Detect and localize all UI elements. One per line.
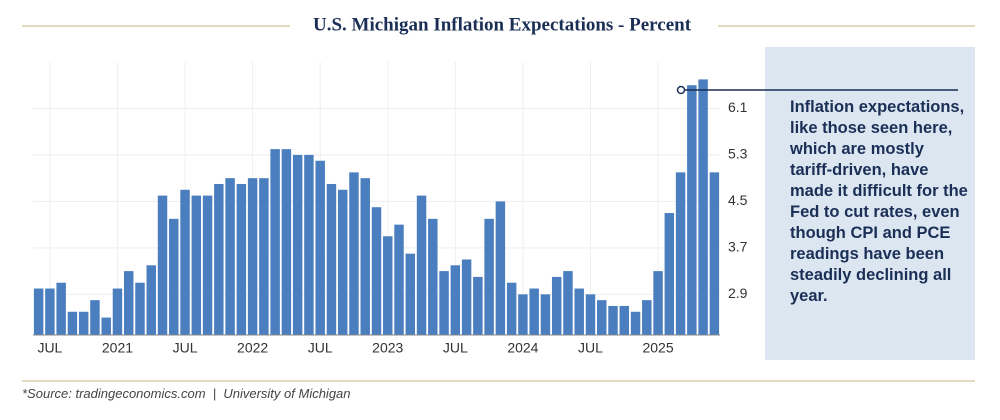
bar <box>461 259 472 335</box>
bar <box>90 300 100 335</box>
y-tick-label: 3.7 <box>728 239 748 255</box>
x-tick-label: 2025 <box>642 340 673 356</box>
bar <box>371 207 382 335</box>
y-tick-label: 2.9 <box>728 285 748 301</box>
bar <box>551 276 562 335</box>
bar <box>281 149 292 335</box>
bar <box>191 195 202 335</box>
x-tick-label: JUL <box>173 340 198 356</box>
bar <box>653 271 663 335</box>
x-tick-label: 2022 <box>237 340 268 356</box>
bar <box>169 218 179 335</box>
bar <box>675 172 686 335</box>
bar <box>45 288 55 335</box>
bar <box>619 305 630 335</box>
bar <box>135 282 145 335</box>
bar <box>56 282 66 335</box>
bar <box>450 265 461 335</box>
bar <box>709 172 720 335</box>
bar <box>642 300 652 335</box>
bar <box>247 178 258 335</box>
y-tick-label: 6.1 <box>728 99 748 115</box>
bar <box>225 178 235 335</box>
x-tick-label: JUL <box>308 340 333 356</box>
x-tick-label: 2021 <box>102 340 133 356</box>
bar <box>292 154 303 335</box>
y-tick-label: 5.3 <box>728 146 748 162</box>
bar <box>394 224 404 335</box>
x-tick-label: 2024 <box>507 340 538 356</box>
bar <box>664 213 675 335</box>
bar <box>360 178 370 335</box>
chart-title: U.S. Michigan Inflation Expectations - P… <box>313 14 692 35</box>
bar <box>698 79 708 335</box>
bar <box>349 172 359 335</box>
bar <box>630 311 641 335</box>
bar <box>304 154 314 335</box>
bar <box>326 183 337 335</box>
annotation-marker <box>676 85 686 95</box>
bar <box>518 294 528 335</box>
bar <box>236 183 247 335</box>
x-tick-label: 2023 <box>372 340 403 356</box>
bar <box>540 294 551 335</box>
bar <box>416 195 427 335</box>
bar <box>405 253 416 335</box>
bar <box>157 195 168 335</box>
bar <box>383 236 393 335</box>
bar <box>574 288 584 335</box>
bar <box>146 265 156 335</box>
bar <box>608 305 618 335</box>
bar <box>202 195 213 335</box>
bar <box>687 85 697 335</box>
bar <box>112 288 123 335</box>
bar <box>506 282 517 335</box>
bar <box>597 300 607 335</box>
x-tick-label: JUL <box>578 340 603 356</box>
bar <box>33 288 44 335</box>
bar <box>337 189 348 335</box>
bar <box>529 288 539 335</box>
source: *Source: tradingeconomics.com | Universi… <box>22 386 351 401</box>
bar <box>473 276 483 335</box>
bar <box>428 218 438 335</box>
annotation-panel <box>765 47 975 360</box>
bar <box>67 311 78 335</box>
bar <box>495 201 506 335</box>
bar <box>439 271 449 335</box>
bar <box>259 178 269 335</box>
bar <box>563 271 573 335</box>
annotation: Inflation expectations, like those seen … <box>790 98 968 305</box>
bar <box>123 271 134 335</box>
bar <box>585 294 596 335</box>
bar <box>214 183 224 335</box>
bar <box>315 160 325 335</box>
x-tick-label: JUL <box>443 340 468 356</box>
y-tick-label: 4.5 <box>728 192 748 208</box>
bar <box>101 317 111 335</box>
x-tick-label: JUL <box>37 340 62 356</box>
bar <box>180 189 190 335</box>
bar <box>78 311 89 335</box>
bar <box>270 149 280 335</box>
bar <box>484 218 494 335</box>
